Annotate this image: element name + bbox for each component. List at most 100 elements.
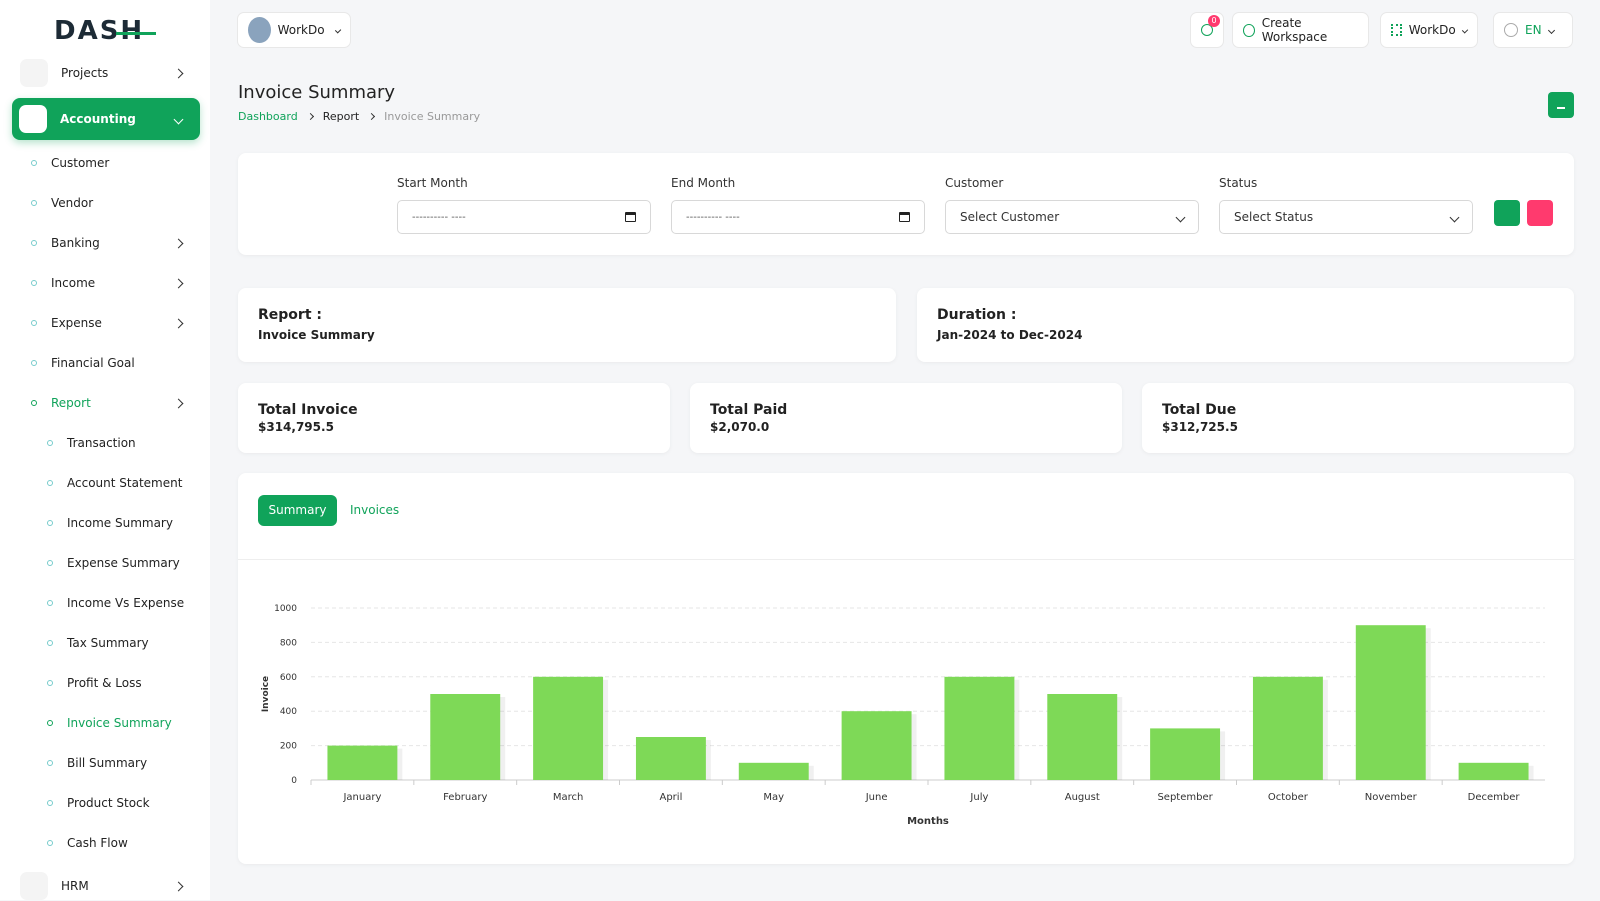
bar	[635, 737, 706, 780]
bullet	[47, 600, 53, 606]
chevron	[173, 68, 184, 78]
duration-card: Duration : Jan-2024 to Dec-2024	[917, 288, 1574, 362]
plus-icon	[1243, 23, 1255, 37]
language-menu[interactable]: EN	[1493, 12, 1573, 48]
chevron	[173, 318, 184, 328]
x-tick-label: January	[342, 792, 381, 803]
breadcrumb-link[interactable]: Dashboard	[238, 110, 298, 123]
chevron	[173, 114, 184, 124]
tab-active[interactable]: Summary	[258, 495, 337, 526]
menu-label: Profit & Loss	[67, 676, 142, 690]
menu-item[interactable]: Projects	[12, 58, 200, 88]
duration-label: Duration :	[937, 307, 1017, 323]
menu-item[interactable]: HRM	[12, 871, 200, 901]
x-tick-label: April	[659, 792, 682, 803]
breadcrumb: Dashboard Report Invoice Summary	[238, 110, 480, 123]
separator	[306, 112, 314, 121]
menu-item[interactable]: Accounting	[12, 98, 200, 140]
caret	[1449, 212, 1460, 222]
x-tick-label: July	[969, 792, 988, 803]
menu-label: Cash Flow	[67, 836, 128, 850]
y-tick-label: 1000	[274, 604, 297, 614]
bullet	[31, 160, 37, 166]
menu-label: Invoice Summary	[67, 716, 172, 730]
search-button[interactable]	[1494, 200, 1520, 226]
menu-item[interactable]: Banking	[12, 228, 200, 258]
x-tick-label: September	[1157, 792, 1213, 803]
menu-item[interactable]: Expense	[12, 308, 200, 338]
workspace-menu[interactable]: WorkDo	[1380, 12, 1478, 48]
menu-label: Income	[51, 276, 96, 290]
x-tick-label: February	[443, 792, 487, 803]
placeholder: ---------- ----	[412, 211, 466, 223]
menu-item[interactable]: Income Summary	[12, 508, 200, 538]
total-label: Total Invoice	[258, 402, 358, 418]
separator	[368, 112, 376, 121]
date-input[interactable]: ---------- ----	[671, 200, 925, 234]
bullet	[31, 320, 37, 326]
create-workspace-button[interactable]: Create Workspace	[1232, 12, 1369, 48]
bullet	[31, 400, 37, 406]
bullet	[47, 760, 53, 766]
menu-item[interactable]: Product Stock	[12, 788, 200, 818]
bullet	[31, 280, 37, 286]
total-label: Total Paid	[710, 402, 788, 418]
date-input[interactable]: ---------- ----	[397, 200, 651, 234]
y-axis-title: Invoice	[261, 676, 271, 712]
bar	[944, 676, 1015, 780]
menu-item[interactable]: Invoice Summary	[12, 708, 200, 738]
chart: 0 200 400 600 800 1000 January February March Apr…	[261, 604, 1545, 827]
y-tick-label: 600	[280, 673, 297, 683]
bullet	[47, 640, 53, 646]
filter-label: Status	[1219, 176, 1258, 190]
x-tick-label: March	[553, 792, 583, 803]
workspace-name: WorkDo	[277, 23, 325, 37]
notifications[interactable]: 0	[1190, 12, 1224, 48]
menu-item[interactable]: Expense Summary	[12, 548, 200, 578]
menu-item[interactable]: Account Statement	[12, 468, 200, 498]
logo[interactable]: DASH	[54, 16, 145, 46]
menu-label: Accounting	[60, 112, 136, 126]
bullet	[31, 240, 37, 246]
chevron	[173, 238, 184, 248]
workspace-switch[interactable]: WorkDo	[237, 12, 351, 48]
select-input[interactable]: Select Customer	[945, 200, 1199, 234]
bullet	[47, 480, 53, 486]
menu-item[interactable]: Report	[12, 388, 200, 418]
bullet	[47, 520, 53, 526]
bar	[841, 711, 912, 780]
menu-label: Product Stock	[67, 796, 150, 810]
menu-item[interactable]: Profit & Loss	[12, 668, 200, 698]
bar	[1458, 762, 1529, 780]
breadcrumb-link[interactable]: Report	[322, 110, 360, 123]
menu-item[interactable]: Bill Summary	[12, 748, 200, 778]
menu-item[interactable]: Vendor	[12, 188, 200, 218]
sidebar: DASH Projects Accounting Customer Vendor Ban…	[0, 0, 210, 900]
total-card: Total Invoice $314,795.5	[238, 383, 670, 453]
bullet	[47, 720, 53, 726]
menu-item[interactable]: Financial Goal	[12, 348, 200, 378]
x-tick-label: October	[1268, 792, 1309, 803]
placeholder: ---------- ----	[686, 211, 740, 223]
select-input[interactable]: Select Status	[1219, 200, 1473, 234]
filter-label: Start Month	[397, 176, 468, 190]
filter-label: Customer	[945, 176, 1004, 190]
menu-item[interactable]: Tax Summary	[12, 628, 200, 658]
menu-item[interactable]: Customer	[12, 148, 200, 178]
workspace-menu-label: WorkDo	[1408, 23, 1456, 37]
total-value: $2,070.0	[710, 420, 770, 434]
tab[interactable]: Invoices	[350, 503, 400, 517]
bar	[1150, 728, 1221, 780]
calendar-icon	[899, 212, 910, 222]
menu-item[interactable]: Income Vs Expense	[12, 588, 200, 618]
bar	[1252, 676, 1323, 780]
page-title: Invoice Summary	[238, 82, 396, 103]
menu-item[interactable]: Transaction	[12, 428, 200, 458]
bullet	[31, 200, 37, 206]
menu-item[interactable]: Cash Flow	[12, 828, 200, 858]
download-button[interactable]	[1548, 92, 1574, 118]
reset-button[interactable]	[1527, 200, 1553, 226]
menu-label: Expense Summary	[67, 556, 180, 570]
menu-item[interactable]: Income	[12, 268, 200, 298]
